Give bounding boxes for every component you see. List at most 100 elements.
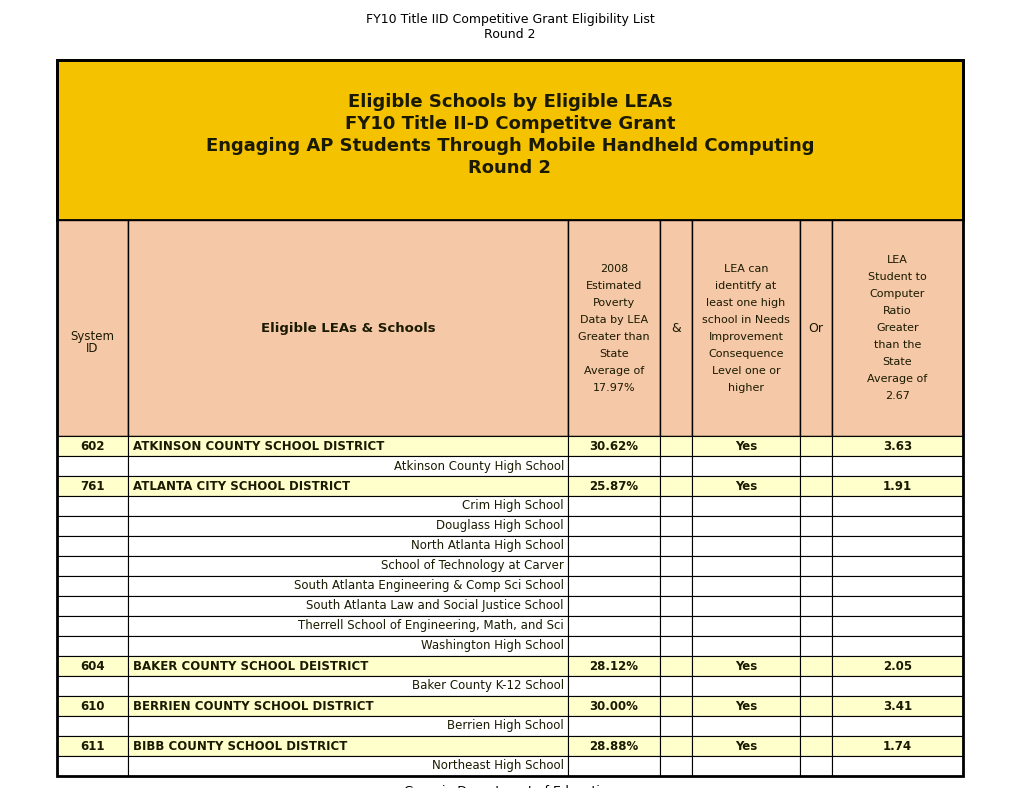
Text: Yes: Yes xyxy=(734,660,756,672)
Bar xyxy=(832,596,962,616)
Bar xyxy=(832,436,962,456)
Text: 25.87%: 25.87% xyxy=(589,480,638,492)
Bar xyxy=(57,576,127,596)
Text: Engaging AP Students Through Mobile Handheld Computing: Engaging AP Students Through Mobile Hand… xyxy=(206,137,813,155)
Bar xyxy=(832,496,962,516)
Text: Round 2: Round 2 xyxy=(468,159,551,177)
Text: 2.05: 2.05 xyxy=(882,660,911,672)
Text: 1.74: 1.74 xyxy=(882,739,911,753)
Bar xyxy=(832,456,962,476)
Bar xyxy=(799,596,832,616)
Bar xyxy=(659,616,691,636)
Text: Eligible Schools by Eligible LEAs: Eligible Schools by Eligible LEAs xyxy=(347,93,672,111)
Bar xyxy=(691,656,799,676)
Text: 28.12%: 28.12% xyxy=(589,660,638,672)
Bar xyxy=(127,220,568,436)
Bar xyxy=(568,456,659,476)
Bar xyxy=(691,616,799,636)
Bar xyxy=(57,496,127,516)
Bar xyxy=(832,576,962,596)
Bar xyxy=(57,436,127,456)
Bar xyxy=(127,756,568,776)
Bar xyxy=(691,496,799,516)
Bar xyxy=(832,756,962,776)
Bar xyxy=(799,716,832,736)
Bar xyxy=(659,536,691,556)
Bar xyxy=(691,736,799,756)
Bar xyxy=(568,576,659,596)
Bar xyxy=(832,696,962,716)
Bar xyxy=(127,636,568,656)
Text: Yes: Yes xyxy=(734,739,756,753)
Bar xyxy=(799,476,832,496)
Text: higher: higher xyxy=(728,382,763,392)
Text: ATKINSON COUNTY SCHOOL DISTRICT: ATKINSON COUNTY SCHOOL DISTRICT xyxy=(132,440,384,452)
Text: Consequence: Consequence xyxy=(707,348,783,359)
Bar xyxy=(799,576,832,596)
Bar xyxy=(659,576,691,596)
Bar xyxy=(568,536,659,556)
Bar xyxy=(832,476,962,496)
Bar xyxy=(659,716,691,736)
Bar xyxy=(57,736,127,756)
Bar xyxy=(127,516,568,536)
Text: Improvement: Improvement xyxy=(708,332,783,341)
Text: 761: 761 xyxy=(81,480,105,492)
Bar xyxy=(568,656,659,676)
Bar xyxy=(799,616,832,636)
Bar xyxy=(568,616,659,636)
Bar xyxy=(57,716,127,736)
Text: 611: 611 xyxy=(81,739,105,753)
Bar xyxy=(659,676,691,696)
Text: School of Technology at Carver: School of Technology at Carver xyxy=(381,559,564,573)
Bar xyxy=(799,516,832,536)
Bar xyxy=(57,60,962,220)
Bar xyxy=(57,556,127,576)
Bar xyxy=(659,456,691,476)
Text: 2.67: 2.67 xyxy=(884,391,909,401)
Bar xyxy=(799,676,832,696)
Bar xyxy=(799,696,832,716)
Text: Greater: Greater xyxy=(875,323,918,333)
Bar xyxy=(659,696,691,716)
Bar xyxy=(57,656,127,676)
Bar xyxy=(691,676,799,696)
Bar xyxy=(568,556,659,576)
Bar xyxy=(568,476,659,496)
Bar xyxy=(799,220,832,436)
Bar xyxy=(127,716,568,736)
Text: 610: 610 xyxy=(81,700,105,712)
Text: Douglass High School: Douglass High School xyxy=(436,519,564,533)
Bar xyxy=(568,516,659,536)
Text: 30.62%: 30.62% xyxy=(589,440,638,452)
Bar xyxy=(832,220,962,436)
Bar xyxy=(659,476,691,496)
Bar xyxy=(659,556,691,576)
Text: 2008: 2008 xyxy=(599,263,628,273)
Text: Poverty: Poverty xyxy=(592,298,635,307)
Text: identitfy at: identitfy at xyxy=(714,281,775,291)
Text: BAKER COUNTY SCHOOL DEISTRICT: BAKER COUNTY SCHOOL DEISTRICT xyxy=(132,660,368,672)
Bar xyxy=(568,756,659,776)
Text: State: State xyxy=(598,348,628,359)
Text: Baker County K-12 School: Baker County K-12 School xyxy=(412,679,564,693)
Bar xyxy=(659,220,691,436)
Text: Estimated: Estimated xyxy=(585,281,642,291)
Bar xyxy=(57,636,127,656)
Text: Greater than: Greater than xyxy=(578,332,649,341)
Text: &: & xyxy=(671,322,681,334)
Text: LEA: LEA xyxy=(887,255,907,265)
Bar xyxy=(127,496,568,516)
Bar xyxy=(127,696,568,716)
Bar xyxy=(659,756,691,776)
Bar xyxy=(568,596,659,616)
Bar xyxy=(832,536,962,556)
Bar xyxy=(127,656,568,676)
Text: Ratio: Ratio xyxy=(882,306,911,316)
Text: least one high: least one high xyxy=(706,298,785,307)
Bar xyxy=(832,556,962,576)
Bar xyxy=(691,456,799,476)
Text: Yes: Yes xyxy=(734,440,756,452)
Bar xyxy=(57,60,962,776)
Bar xyxy=(799,756,832,776)
